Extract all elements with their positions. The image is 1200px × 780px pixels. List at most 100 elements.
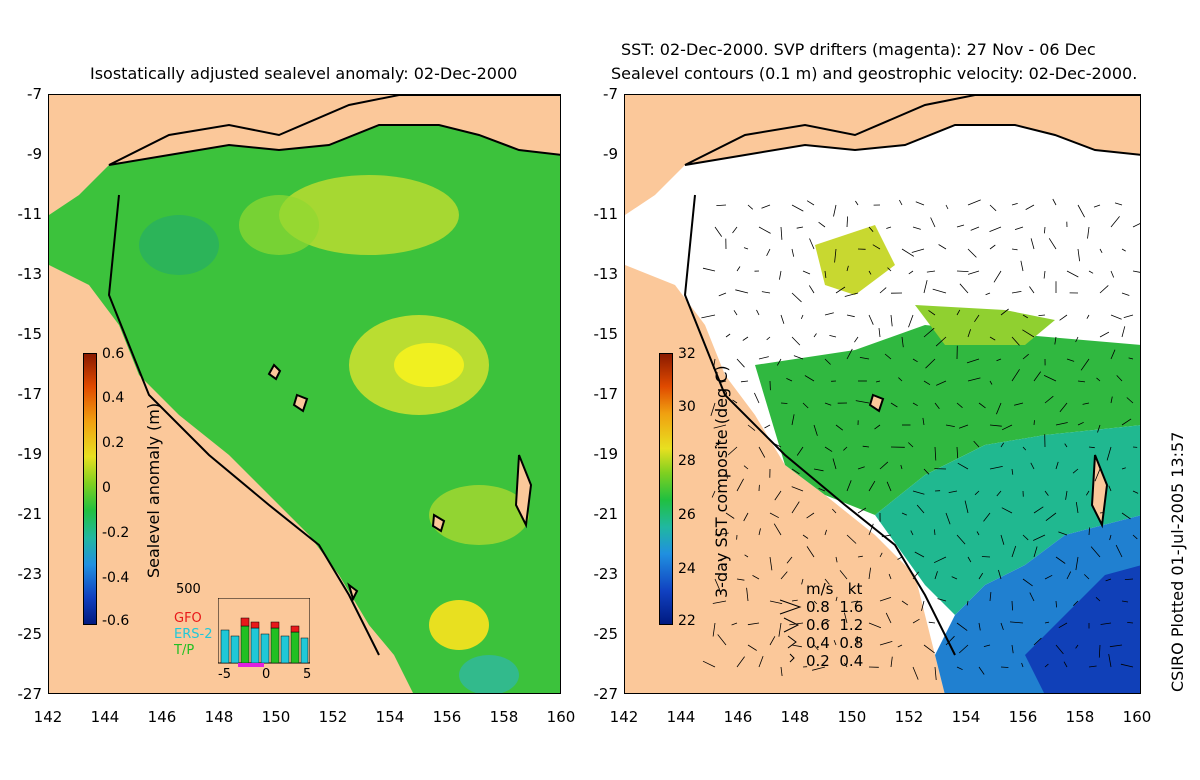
sst-cbar-tick: 22 (678, 613, 696, 629)
velocity-arrow (1110, 396, 1113, 404)
velocity-arrow (835, 424, 844, 431)
sealevel-cbar-tick: -0.4 (102, 570, 130, 586)
velocity-arrow (1011, 600, 1013, 611)
velocity-arrow (956, 224, 965, 228)
velocity-arrow (736, 478, 744, 492)
velocity-arrow (967, 377, 981, 382)
velocity-arrow (846, 534, 857, 544)
velocity-arrow (937, 598, 947, 602)
velocity-arrow (769, 512, 779, 519)
velocity-arrow (818, 221, 826, 228)
velocity-arrow (912, 666, 919, 680)
velocity-arrow (868, 523, 874, 536)
velocity-arrow (1014, 226, 1024, 230)
velocity-arrow (1121, 467, 1126, 470)
velocity-arrow (1084, 574, 1090, 580)
velocity-arrow (1029, 286, 1035, 294)
velocity-arrow (1077, 248, 1080, 262)
velocity-arrow (885, 612, 892, 624)
velocity-arrow (855, 200, 859, 206)
velocity-arrow (1055, 600, 1057, 608)
velocity-arrow (956, 622, 968, 631)
velocity-arrow (1000, 442, 1005, 448)
velocity-arrow (701, 314, 716, 319)
velocity-arrow (844, 662, 848, 668)
velocity-arrow (934, 529, 936, 536)
velocity-arrow (1088, 665, 1097, 668)
left-lon-tick: 144 (90, 708, 120, 726)
velocity-arrow (876, 380, 881, 383)
velocity-arrow (1132, 490, 1139, 494)
left-lat-tick: -7 (27, 85, 42, 103)
velocity-arrow (1090, 546, 1101, 558)
velocity-arrow (1105, 578, 1112, 582)
velocity-arrow (911, 248, 925, 253)
velocity-arrow (1055, 461, 1059, 470)
velocity-arrow (718, 292, 727, 297)
velocity-arrow (897, 644, 903, 648)
sealevel-cbar-tick: -0.2 (102, 525, 130, 541)
velocity-arrow (780, 666, 783, 677)
velocity-arrow (1121, 512, 1131, 520)
velocity-arrow (1055, 644, 1064, 655)
inset-bars (220, 617, 309, 664)
velocity-arrow (1115, 544, 1123, 558)
velocity-arrow (1116, 375, 1123, 382)
velocity-arrow (746, 587, 749, 602)
right-panel-title-line1: SST: 02-Dec-2000. SVP drifters (magenta)… (621, 40, 1096, 59)
velocity-arrow (868, 226, 874, 232)
velocity-arrow (808, 285, 815, 294)
velocity-arrow (945, 204, 949, 210)
velocity-arrow (1127, 622, 1134, 624)
velocity-arrow (796, 226, 804, 229)
velocity-arrow (1055, 556, 1066, 564)
velocity-arrow (824, 270, 827, 278)
velocity-arrow (1000, 666, 1009, 668)
velocity-arrow (888, 573, 892, 580)
velocity-arrow (786, 378, 793, 382)
velocity-arrow (857, 555, 863, 558)
inset-xtick: 0 (262, 667, 271, 682)
velocity-arrow (957, 462, 969, 470)
left-lat-tick: -17 (17, 385, 43, 403)
velocity-arrow (791, 501, 800, 514)
left-lat-tick: -25 (17, 625, 43, 643)
velocity-arrow (912, 402, 918, 407)
velocity-arrow (736, 578, 745, 581)
velocity-arrow (779, 270, 782, 280)
velocity-arrow (774, 490, 782, 501)
velocity-arrow (928, 621, 936, 624)
velocity-arrow (786, 556, 793, 564)
velocity-arrow (956, 309, 961, 316)
velocity-arrow (886, 226, 892, 229)
velocity-arrow (1029, 592, 1035, 602)
velocity-arrow (899, 199, 903, 206)
velocity-arrow (956, 402, 963, 409)
velocity-arrow (879, 552, 883, 558)
sst-map (624, 94, 1141, 694)
velocity-arrow (989, 336, 996, 341)
velocity-arrow (743, 512, 749, 522)
velocity-arrow (756, 309, 760, 316)
velocity-arrow (747, 424, 756, 431)
velocity-arrow (812, 666, 826, 671)
velocity-arrow (1001, 507, 1013, 514)
velocity-arrow (1013, 402, 1024, 406)
right-lon-tick: 144 (666, 708, 696, 726)
velocity-arrow (956, 270, 969, 272)
velocity-arrow (966, 600, 969, 606)
velocity-arrow (1033, 371, 1042, 382)
velocity-arrow (1075, 644, 1079, 649)
velocity-arrow (901, 336, 904, 348)
velocity-arrow (725, 512, 735, 519)
velocity-arrow (1120, 663, 1134, 668)
velocity-arrow (713, 358, 716, 369)
velocity-arrow (1011, 545, 1017, 558)
velocity-arrows (701, 198, 1140, 681)
velocity-arrow (1088, 270, 1094, 274)
velocity-arrow (856, 636, 859, 646)
velocity-arrow (1022, 329, 1035, 338)
velocity-arrow (857, 507, 867, 514)
velocity-arrow (1065, 490, 1068, 500)
velocity-arrow (989, 466, 1003, 470)
